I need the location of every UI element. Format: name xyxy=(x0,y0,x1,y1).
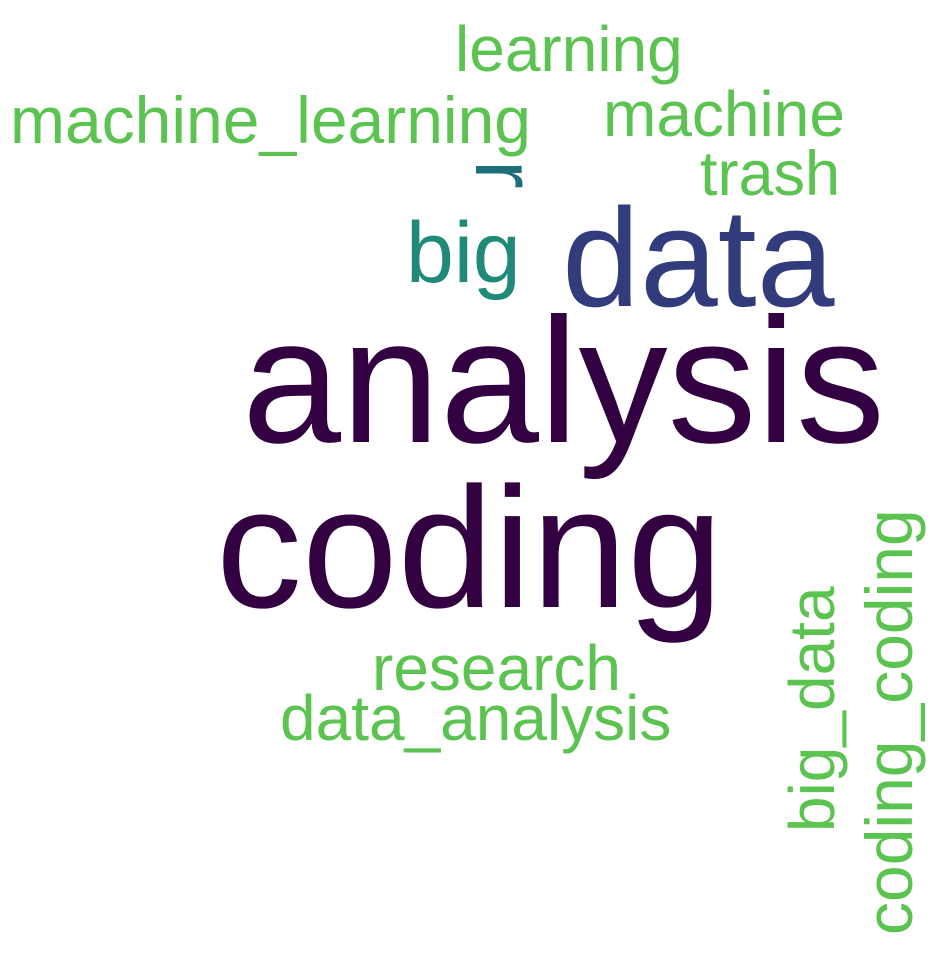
word-research: research xyxy=(372,632,621,704)
word-machine: machine xyxy=(603,78,845,150)
word-coding: coding xyxy=(216,452,723,644)
word-machine-learning: machine_learning xyxy=(10,83,532,157)
word-data: data xyxy=(562,179,835,336)
word-big: big xyxy=(406,205,521,301)
word-learning: learning xyxy=(455,13,683,85)
word-coding-coding: coding_coding xyxy=(852,509,926,935)
word-data-analysis: data_analysis xyxy=(280,682,672,754)
word-analysis: analysis xyxy=(242,281,886,480)
word-r: r xyxy=(457,160,553,189)
word-trash: trash xyxy=(700,139,841,209)
word-big-data: big_data xyxy=(776,586,848,832)
